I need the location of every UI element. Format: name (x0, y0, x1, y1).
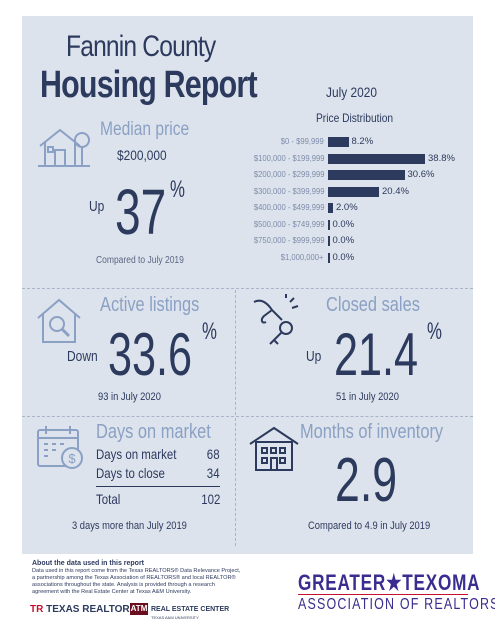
rec-sub: TEXAS A&M UNIVERSITY (151, 615, 199, 620)
price-bar-label: $400,000 - $499,999 (253, 202, 324, 212)
dom-row-1-value: 68 (207, 446, 220, 462)
association-rule (298, 594, 468, 595)
months-inventory-note: Compared to 4.9 in July 2019 (308, 520, 431, 532)
dom-row-2-value: 34 (207, 465, 220, 481)
about-title: About the data used in this report (32, 560, 145, 567)
calendar-money-icon: $ (37, 426, 83, 469)
price-bar-label: $1,000,000+ (281, 251, 324, 262)
vertical-divider (235, 290, 236, 415)
price-bar-row: $0 - $99,999 8.2% (240, 136, 470, 148)
price-bar (328, 137, 349, 147)
report-panel (22, 16, 473, 554)
median-price-value: $200,000 (117, 147, 167, 163)
price-bar-row: $100,000 - $199,999 38.8% (240, 153, 470, 165)
price-bar-label: $500,000 - $749,999 (253, 218, 324, 229)
price-bar (328, 252, 330, 263)
dom-total-key: Total (96, 491, 121, 507)
house-tree-icon (38, 128, 90, 167)
price-bar-label: $300,000 - $399,999 (253, 185, 324, 196)
days-on-market-label: Days on market (96, 421, 211, 443)
price-bar-row: $500,000 - $749,999 0.0% (240, 219, 470, 231)
section-divider-2 (22, 416, 473, 417)
svg-text:$: $ (68, 451, 76, 466)
closed-sales-direction: Up (306, 348, 322, 365)
section-divider-1 (22, 288, 473, 289)
association-name-line-1: GREATER★TEXOMA (298, 570, 481, 595)
texas-realtors-mark: TR (30, 604, 44, 615)
vertical-divider-2 (235, 418, 236, 546)
dom-row-1-key: Days on market (96, 446, 177, 462)
price-bar-row: $400,000 - $499,999 2.0% (240, 202, 470, 214)
price-bar-row: $200,000 - $299,999 30.6% (240, 169, 470, 181)
tamu-mark: ATM (130, 603, 148, 615)
rec-name: REAL ESTATE CENTER (151, 605, 230, 613)
building-icon (249, 426, 299, 471)
price-distribution-title: Price Distribution (316, 111, 394, 125)
median-price-pct-sign: % (170, 176, 185, 203)
price-bar (328, 170, 405, 180)
report-month: July 2020 (326, 84, 377, 100)
price-bar-value: 38.8% (428, 152, 455, 164)
price-bar-row: $1,000,000+ 0.0% (240, 252, 470, 264)
median-price-compared: Compared to July 2019 (96, 255, 184, 266)
texas-realtors-logo: TR TEXAS REALTORS (30, 604, 136, 615)
price-bar-value: 2.0% (336, 202, 358, 213)
days-on-market-note: 3 days more than July 2019 (72, 520, 187, 532)
price-bar-value: 30.6% (407, 169, 435, 180)
price-bar-value: 8.2% (351, 136, 374, 147)
median-price-direction: Up (89, 198, 105, 215)
active-listings-pct-sign: % (202, 318, 217, 345)
real-estate-center-logo: ATM REAL ESTATE CENTER TEXAS A&M UNIVERSI… (130, 603, 229, 620)
active-listings-change: 33.6 (108, 321, 193, 388)
texas-realtors-text: TEXAS REALTORS (46, 604, 137, 615)
dom-total-rule (96, 486, 220, 487)
closed-sales-label: Closed sales (326, 294, 420, 316)
active-listings-direction: Down (67, 348, 98, 365)
price-bar (328, 236, 330, 246)
closed-sales-pct-sign: % (427, 318, 442, 345)
dom-total-value: 102 (200, 491, 220, 507)
price-bar (328, 153, 425, 164)
price-bar-label: $100,000 - $199,999 (253, 152, 324, 163)
price-bar-value: 20.4% (382, 185, 409, 197)
months-inventory-label: Months of inventory (300, 421, 444, 443)
price-bar-value: 0.0% (332, 235, 355, 246)
active-listings-note: 93 in July 2020 (98, 391, 161, 403)
dom-row-2-key: Days to close (96, 465, 165, 481)
price-bar-row: $300,000 - $399,999 20.4% (240, 186, 470, 198)
association-name-line-2: ASSOCIATION OF REALTORS (298, 596, 495, 613)
price-bar (328, 186, 379, 197)
months-inventory-value: 2.9 (335, 446, 398, 515)
median-price-change: 37 (115, 176, 167, 248)
closed-sales-note: 51 in July 2020 (336, 391, 399, 403)
price-bar (328, 203, 333, 213)
median-price-label: Median price (100, 119, 190, 140)
house-search-icon (37, 298, 81, 343)
price-bar-value: 0.0% (332, 218, 355, 230)
price-bar (328, 219, 330, 230)
price-bar-label: $750,000 - $999,999 (253, 235, 324, 245)
title-line-1: Fannin County (66, 30, 216, 63)
closed-sales-change: 21.4 (334, 321, 419, 388)
price-bar-value: 0.0% (332, 251, 355, 263)
title-line-2: Housing Report (40, 64, 258, 106)
price-bar-row: $750,000 - $999,999 0.0% (240, 235, 470, 247)
about-body: Data used in this report come from the T… (32, 568, 241, 595)
active-listings-label: Active listings (100, 294, 200, 316)
price-bar-label: $0 - $99,999 (281, 136, 324, 146)
price-bar-label: $200,000 - $299,999 (253, 169, 324, 179)
hand-key-icon (253, 294, 299, 345)
